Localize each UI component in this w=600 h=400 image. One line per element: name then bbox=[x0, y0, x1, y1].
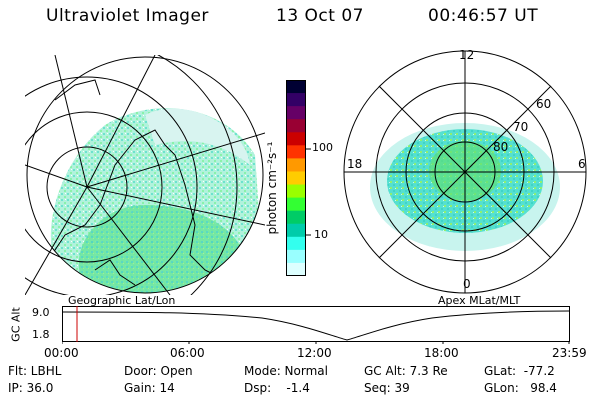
timeline-ylabel: GC Alt bbox=[9, 307, 23, 342]
timeline-xtick-1800: 18:00 bbox=[424, 346, 459, 360]
colorbar-segment bbox=[286, 158, 306, 172]
colorbar-segment bbox=[286, 80, 306, 94]
geographic-caption: Geographic Lat/Lon bbox=[68, 294, 176, 307]
mlt-label-18: 18 bbox=[347, 157, 363, 171]
colorbar-segment bbox=[286, 106, 306, 120]
mlt-label-12: 12 bbox=[459, 48, 475, 62]
colorbar-segment bbox=[286, 119, 306, 133]
seq-readout: Seq: 39 bbox=[364, 381, 410, 395]
timeline-xtick-1200: 12:00 bbox=[297, 346, 332, 360]
colorbar-tick-10: 10 bbox=[314, 228, 328, 241]
door-readout: Door: Open bbox=[124, 364, 193, 378]
colorbar-segment bbox=[286, 171, 306, 186]
gain-readout: Gain: 14 bbox=[124, 381, 175, 395]
colorbar-segment bbox=[286, 197, 306, 212]
colorbar-segment bbox=[286, 223, 306, 238]
date-label: 13 Oct 07 bbox=[276, 6, 364, 26]
colorbar-segment bbox=[286, 145, 306, 159]
instrument-title: Ultraviolet Imager bbox=[46, 6, 209, 26]
timeline-xtick-2359: 23:59 bbox=[552, 346, 587, 360]
gc-alt-readout: GC Alt: 7.3 Re bbox=[364, 364, 448, 378]
mlt-label-6: 6 bbox=[578, 157, 586, 171]
timeline-xtick-0000: 00:00 bbox=[44, 346, 79, 360]
colorbar-ticks bbox=[306, 148, 311, 236]
timeline-ytick-low: 1.8 bbox=[32, 328, 50, 341]
colorbar-segment bbox=[286, 249, 306, 264]
colorbar-label: photon cm⁻²s⁻¹ bbox=[265, 141, 279, 235]
glat-readout: GLat: -77.2 bbox=[484, 364, 555, 378]
timeline-ytick-high: 9.0 bbox=[32, 306, 50, 319]
colorbar-segment bbox=[286, 262, 306, 277]
mlat-label-70: 70 bbox=[513, 120, 529, 134]
colorbar-segment bbox=[286, 184, 306, 199]
timeline-plot bbox=[62, 306, 570, 344]
colorbar-segment bbox=[286, 236, 306, 251]
colorbar-gradient bbox=[286, 80, 306, 277]
colorbar-segment bbox=[286, 93, 306, 107]
time-label: 00:46:57 UT bbox=[428, 6, 539, 26]
timeline-xtick-0600: 06:00 bbox=[170, 346, 205, 360]
colorbar-segment bbox=[286, 210, 306, 225]
dsp-readout: Dsp: -1.4 bbox=[244, 381, 310, 395]
mlt-label-0: 0 bbox=[463, 277, 471, 291]
mlat-label-60: 60 bbox=[536, 97, 552, 111]
geographic-image-panel bbox=[25, 55, 265, 295]
colorbar-tick-100: 100 bbox=[312, 141, 333, 154]
ip-readout: IP: 36.0 bbox=[8, 381, 54, 395]
colorbar-segment bbox=[286, 132, 306, 146]
colorbar bbox=[286, 80, 306, 277]
magnetic-caption: Apex MLat/MLT bbox=[438, 294, 521, 307]
mlat-label-80: 80 bbox=[493, 140, 509, 154]
filter-readout: Flt: LBHL bbox=[8, 364, 62, 378]
magnetic-polar-plot bbox=[343, 50, 587, 294]
mode-readout: Mode: Normal bbox=[244, 364, 328, 378]
glon-readout: GLon: 98.4 bbox=[484, 381, 557, 395]
